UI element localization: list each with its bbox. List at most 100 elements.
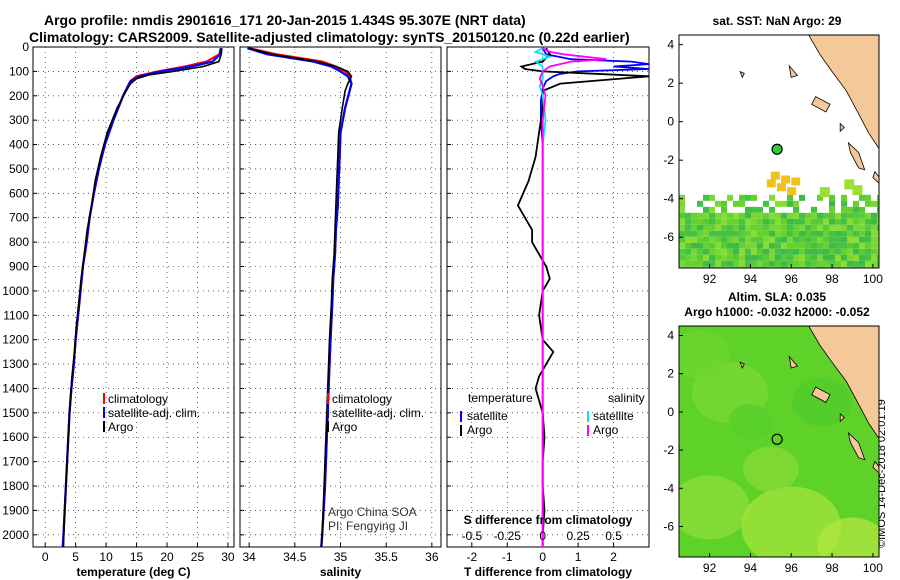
- sst-pixel: [781, 248, 787, 255]
- sst-pixel: [799, 242, 805, 249]
- sst-pixel: [751, 266, 757, 268]
- sst-pixel: [709, 248, 715, 255]
- sst-pixel: [877, 206, 879, 213]
- sst-pixel: [775, 212, 781, 219]
- sst-pixel: [745, 260, 751, 267]
- sst-pixel: [811, 236, 817, 243]
- sst-pixel: [781, 242, 787, 249]
- sst-pixel: [679, 206, 685, 213]
- sla-map-ytick-label: -4: [663, 481, 674, 495]
- sst-pixel: [763, 266, 769, 268]
- sst-pixel: [823, 266, 829, 268]
- sst-pixel: [685, 224, 691, 231]
- sst-pixel: [703, 248, 709, 255]
- sla-map-ytick-label: -6: [663, 519, 674, 533]
- salinity-panel: 34 34.5 35 35.5 36 salinity climatologysatelli…: [239, 46, 442, 579]
- sst-pixel: [727, 260, 733, 267]
- difference-xtick-label: -2: [466, 550, 477, 564]
- sst-pixel: [781, 254, 787, 261]
- sst-pixel: [853, 266, 859, 268]
- sst-pixel: [691, 218, 697, 225]
- sst-pixel: [691, 266, 697, 268]
- sst-pixel: [823, 218, 829, 225]
- sst-pixel: [793, 218, 799, 225]
- sst-pixel: [751, 206, 757, 213]
- sst-pixel: [787, 254, 793, 261]
- temperature-ytick-label: 1300: [2, 357, 29, 371]
- sst-pixel: [799, 254, 805, 261]
- sst-pixel: [781, 230, 787, 237]
- temperature-ytick-label: 1200: [2, 333, 29, 347]
- sla-blob: [742, 446, 799, 492]
- sst-pixel: [877, 224, 879, 231]
- temperature-ytick-label: 1100: [3, 308, 29, 322]
- sst-pixel: [787, 200, 793, 207]
- sst-pixel: [805, 260, 811, 267]
- temperature-ytick-label: 0: [22, 40, 29, 54]
- sst-pixel: [709, 236, 715, 243]
- sst-pixel: [853, 230, 859, 237]
- sst-pixel: [697, 248, 703, 255]
- salinity-xtick-label: 34: [242, 550, 256, 564]
- sst-map-ytick-label: -4: [663, 192, 674, 206]
- sst-pixel: [811, 224, 817, 231]
- sst-pixel: [865, 200, 871, 207]
- sst-pixel: [775, 260, 781, 267]
- sst-map: 92 94 96 98 100 4 2 0 -2 -4 -6 sat. SST: NaN Argo: …: [663, 14, 883, 286]
- sst-pixel: [823, 260, 829, 267]
- sst-pixel: [793, 248, 799, 255]
- sst-pixel: [769, 266, 775, 268]
- temperature-ytick-label: 1400: [2, 381, 29, 395]
- sst-pixel: [865, 266, 871, 268]
- temperature-ytick-label: 1600: [2, 430, 29, 444]
- temperature-ytick-label: 2000: [2, 528, 29, 542]
- temperature-xtick-label: 25: [191, 550, 205, 564]
- sst-pixel: [769, 260, 775, 267]
- temperature-ytick-label: 600: [9, 186, 29, 200]
- sst-pixel: [703, 254, 709, 261]
- sst-pixel: [757, 254, 763, 261]
- difference-xtick-label: 1: [575, 550, 582, 564]
- sst-pixel: [871, 218, 877, 225]
- difference-xtick-label: 2: [610, 550, 617, 564]
- sst-pixel: [853, 260, 859, 267]
- sst-pixel: [733, 218, 739, 225]
- sst-pixel: [703, 242, 709, 249]
- sla-map-title: Altim. SLA: 0.035: [728, 290, 826, 304]
- sst-pixel: [835, 236, 841, 243]
- sla-map-argo-marker: [771, 433, 783, 445]
- figure-title-line2: Climatology: CARS2009. Satellite-adjuste…: [29, 29, 630, 45]
- sst-pixel: [763, 224, 769, 231]
- sst-map-xtick-label: 92: [703, 272, 717, 286]
- sst-pixel: [679, 260, 685, 267]
- sst-pixel: [781, 260, 787, 267]
- sst-pixel: [739, 266, 745, 268]
- sst-pixel: [841, 242, 847, 249]
- sst-pixel: [727, 236, 733, 243]
- sst-pixel: [679, 254, 685, 261]
- salinity-legend-label: climatology: [332, 392, 392, 406]
- temperature-ytick-label: 1000: [2, 284, 29, 298]
- sst-pixel: [877, 230, 879, 237]
- sst-pixel: [835, 248, 841, 255]
- temperature-ytick-label: 1500: [2, 406, 29, 420]
- sst-pixel: [721, 212, 727, 219]
- difference-xlabel: T difference from climatology: [464, 565, 632, 579]
- sst-pixel: [787, 236, 793, 243]
- sst-pixel: [775, 224, 781, 231]
- sst-pixel: [871, 236, 877, 243]
- sst-pixel: [709, 242, 715, 249]
- sst-pixel: [859, 254, 865, 261]
- sst-pixel: [829, 224, 835, 231]
- sst-pixel: [877, 248, 879, 255]
- sst-pixel: [721, 254, 727, 261]
- sst-pixel: [703, 236, 709, 243]
- sst-pixel: [715, 242, 721, 249]
- sst-pixel: [679, 248, 685, 255]
- sst-pixel: [685, 236, 691, 243]
- sla-map: 92 94 96 98 100 4 2 0 -2 -4 -6 Altim. SLA: 0.035Arg…: [663, 290, 883, 575]
- sst-pixel: [865, 194, 871, 201]
- sst-pixel: [829, 254, 835, 261]
- sla-map-island: [811, 386, 831, 403]
- sst-pixel: [679, 218, 685, 225]
